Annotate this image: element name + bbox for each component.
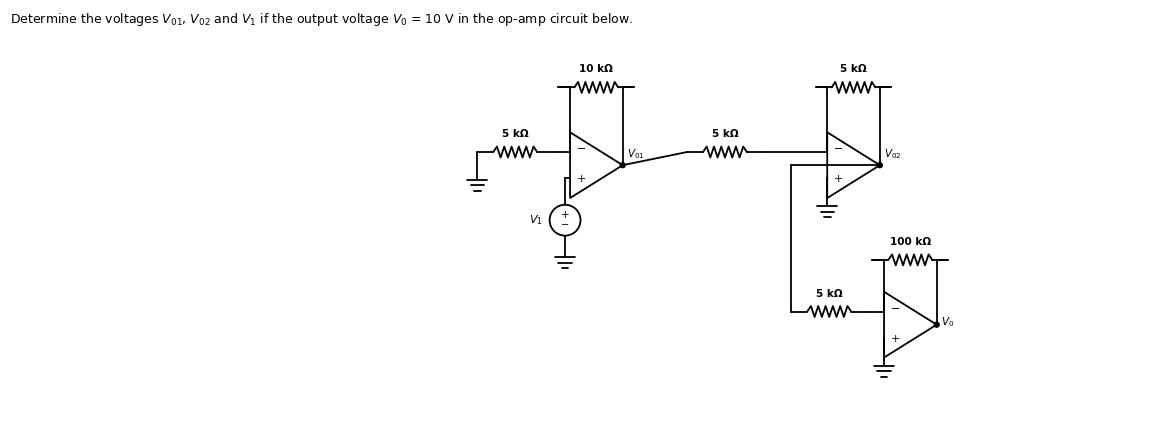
Text: Determine the voltages $V_{01}$, $V_{02}$ and $V_1$ if the output voltage $V_0$ : Determine the voltages $V_{01}$, $V_{02}… (9, 10, 633, 28)
Text: $V_{01}$: $V_{01}$ (627, 147, 644, 161)
Text: +: + (834, 174, 843, 184)
Text: $V_1$: $V_1$ (529, 213, 543, 227)
Circle shape (934, 322, 939, 327)
Text: 5 kΩ: 5 kΩ (816, 288, 842, 298)
Text: +: + (577, 174, 586, 184)
Text: −: − (891, 304, 901, 313)
Text: 5 kΩ: 5 kΩ (840, 65, 867, 74)
Text: 100 kΩ: 100 kΩ (890, 237, 931, 247)
Circle shape (620, 163, 626, 168)
Text: 10 kΩ: 10 kΩ (579, 65, 613, 74)
Text: −: − (562, 220, 570, 230)
Text: −: − (577, 144, 586, 154)
Text: 5 kΩ: 5 kΩ (712, 129, 739, 139)
Text: 5 kΩ: 5 kΩ (502, 129, 529, 139)
Circle shape (877, 163, 882, 168)
Text: +: + (560, 210, 570, 220)
Text: +: + (891, 334, 901, 344)
Text: $V_0$: $V_0$ (940, 315, 954, 329)
Text: −: − (834, 144, 843, 154)
Text: $V_{02}$: $V_{02}$ (884, 147, 902, 161)
